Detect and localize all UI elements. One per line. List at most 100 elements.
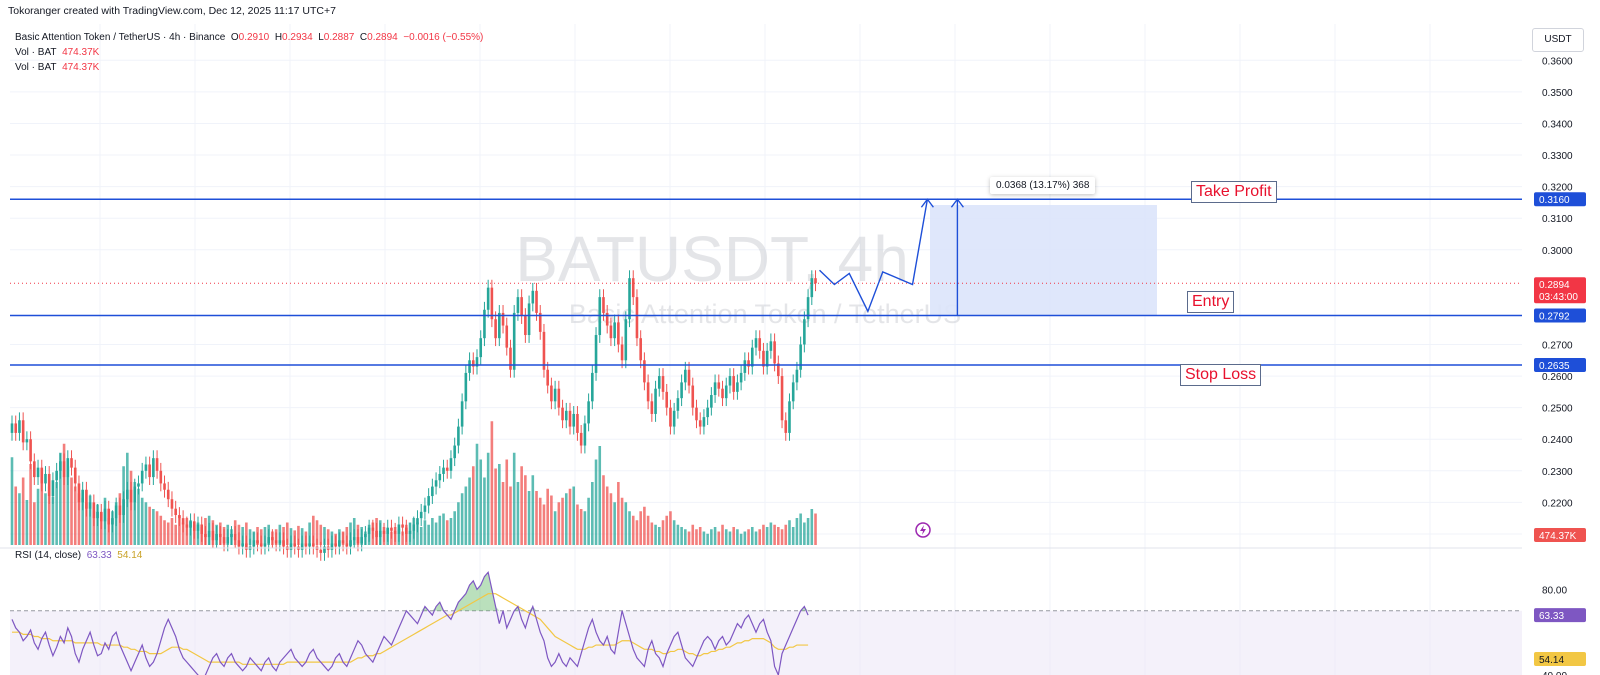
volume-bar [765,527,769,545]
volume-bar [319,524,323,545]
candle-body [397,524,401,534]
take-profit-label[interactable]: Take Profit [1191,181,1277,203]
volume-bar [687,531,691,545]
candle-body [47,473,51,497]
candle-body [204,533,207,538]
candle-body [795,369,799,383]
volume-bar [546,488,549,545]
volume-bar [784,524,788,545]
candle-body [375,530,378,538]
volume-bar [769,522,773,545]
volume-bar [806,518,810,545]
volume-legend-row[interactable]: Vol · BAT 474.37K [15,45,483,60]
candle-body [706,407,709,418]
candle-body [672,410,676,427]
candle-body [259,543,263,547]
candle-body [88,502,92,509]
candle-body [524,316,527,336]
candle-body [222,537,226,544]
volume-bar [680,527,683,545]
candle-body [739,372,743,383]
volume-bar [780,529,784,545]
volume-bar [691,524,695,545]
candle-body [557,388,561,408]
candle-body [416,518,419,525]
candle-body [129,489,133,503]
candle-body [669,407,672,427]
entry-label[interactable]: Entry [1187,291,1235,313]
volume-bar [557,502,561,545]
volume-label: Vol · BAT [15,47,57,58]
candle-body [434,480,438,487]
candle-body [338,540,341,547]
candle-body [684,369,687,383]
chart-credit: Tokoranger created with TradingView.com,… [8,5,336,17]
volume-value: 474.37K [62,62,100,73]
stop-loss-label[interactable]: Stop Loss [1180,364,1262,386]
candle-body [494,319,497,339]
price-axis: 0.3600 0.3500 0.3400 0.3300 0.3200 0.3100 0.30… [1522,0,1600,675]
axis-background [1522,0,1600,675]
volume-bar [799,513,802,545]
candle-body [687,369,691,386]
candle-body [81,489,84,503]
lightning-icon[interactable] [915,522,931,538]
candle-body [85,489,88,509]
candle-body [77,483,81,503]
candle-body [226,537,230,544]
volume-legend-row[interactable]: Vol · BAT 474.37K [15,60,483,75]
symbol-ohlc-row[interactable]: Basic Attention Token / TetherUS · 4h · … [15,30,483,45]
candle-body [73,467,77,484]
rsi-legend[interactable]: RSI (14, close) 63.33 54.14 [15,550,142,561]
candle-body [561,407,564,421]
volume-bar [579,509,583,545]
candle-body [278,540,282,544]
volume-bar [248,529,252,545]
volume-bar [791,527,795,545]
candle-body [21,420,25,443]
rsi-tag-text: 63.33 [1539,611,1564,622]
candle-body [743,360,747,373]
candle-body [144,464,148,471]
volume-bar [44,493,47,545]
candle-body [103,508,107,522]
volume-bar [684,529,687,545]
y-tick-label: 0.2500 [1542,404,1573,415]
volume-bar [62,443,66,545]
candle-body [401,524,404,528]
volume-bar [133,482,137,545]
volume-bar [438,515,442,545]
candle-body [509,347,512,370]
candle-body [174,508,177,516]
volume-bar [163,520,166,545]
currency-unit-button[interactable]: USDT [1532,28,1584,52]
volume-bar [148,506,151,545]
candle-body [553,388,557,402]
y-tick-label: 0.3300 [1542,151,1573,162]
volume-bar [33,502,36,545]
candle-body [698,420,702,427]
volume-bar [312,515,315,545]
candle-body [646,382,650,402]
volume-bar [773,524,776,545]
volume-bar [490,421,494,545]
volume-bar [609,493,613,545]
y-tick-label: 0.3000 [1542,246,1573,257]
rsi-line [11,570,809,675]
volume-bar [654,524,657,545]
candle-body [635,297,639,339]
candle-body [152,458,155,478]
candle-body [70,458,73,468]
volume-bar [442,513,445,545]
candle-body [241,543,244,547]
volume-bar [297,525,300,545]
volume-bar [99,513,103,545]
volume-bar [732,527,735,545]
volume-bar [152,509,155,545]
volume-bar [494,468,497,545]
volume-bar [702,531,706,545]
candle-body [126,489,129,500]
candle-body [427,496,430,506]
candle-body [602,297,605,313]
